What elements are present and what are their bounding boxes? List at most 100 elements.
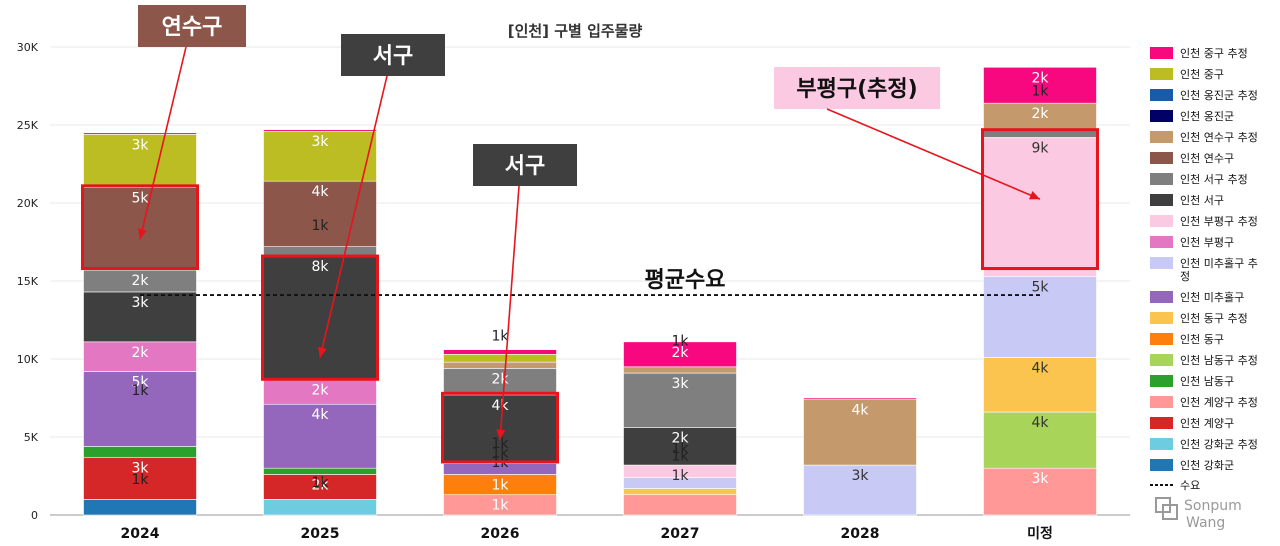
legend-demand-label: 수요 — [1180, 479, 1200, 492]
bar-segment — [983, 467, 1097, 516]
legend-label: 인천 중구 추정 — [1180, 46, 1248, 60]
legend-label: 인천 계양구 — [1180, 416, 1234, 430]
legend-swatch — [1150, 354, 1173, 366]
legend-swatch — [1150, 417, 1173, 429]
segment-label: 2k — [311, 477, 329, 493]
callout-box — [473, 144, 577, 186]
bar-segment — [803, 399, 917, 466]
segment-label: 1k — [491, 329, 509, 345]
legend-label: 인천 옹진군 — [1180, 109, 1234, 123]
callout-label: 서구 — [505, 154, 545, 179]
highlight-box — [261, 254, 379, 381]
bar-segment — [443, 361, 557, 369]
bar-segment — [83, 456, 197, 500]
callout-label: 부평구(추정) — [796, 77, 917, 102]
callout-box — [774, 67, 940, 109]
chart-title: [인천] 구별 입주물량 — [508, 22, 643, 40]
bar-segment — [83, 371, 197, 447]
segment-label: 4k — [851, 403, 869, 419]
y-tick-label: 30K — [17, 41, 39, 54]
bar-segment — [263, 378, 377, 405]
average-demand-line: 평균수요 — [140, 268, 1040, 296]
segment-label: 1k — [671, 333, 689, 349]
segment-label: 4k — [311, 184, 329, 200]
segment-label: 2k — [311, 382, 329, 398]
callout-arrowhead — [317, 346, 327, 358]
segment-label: 4k — [491, 398, 509, 414]
segment-label: 4k — [1031, 360, 1049, 376]
segment-label: 3k — [131, 460, 149, 476]
legend-label: 인천 서구 — [1180, 193, 1224, 207]
segment-label: 2k — [131, 273, 149, 289]
segment-label: 1k — [311, 475, 329, 491]
y-gridlines — [50, 46, 1130, 516]
segment-label: 2k — [671, 345, 689, 361]
segment-label: 1k — [671, 441, 689, 457]
legend-label: 인천 남동구 — [1180, 374, 1234, 388]
bar-segment — [803, 464, 917, 516]
legend-label: 인천 중구 — [1180, 67, 1224, 81]
highlight-box — [441, 391, 559, 464]
bar-segment — [83, 446, 197, 458]
segment-label: 3k — [311, 134, 329, 150]
legend-label: 인천 미추홀구 — [1180, 290, 1244, 304]
bar-segment — [83, 132, 197, 135]
segment-label: 9k — [1031, 140, 1049, 156]
bar-segment — [263, 467, 377, 475]
segment-label: 5k — [131, 374, 149, 390]
segment-label: 3k — [1031, 471, 1049, 487]
segment-label: 2k — [1031, 106, 1049, 122]
legend-swatch — [1150, 333, 1173, 345]
legend-swatch — [1150, 236, 1173, 248]
legend-label: 인천 동구 — [1180, 332, 1224, 346]
x-tick-label: 2024 — [121, 526, 160, 542]
segment-labels: 3k5k2k3k2k5k3k2k4k2k8k4k3k1k1k4k2k1k2k3k… — [131, 70, 1049, 513]
callout-label: 연수구 — [162, 15, 223, 40]
callout-box — [341, 34, 445, 76]
segment-label: 1k — [311, 218, 329, 234]
legend-label: 인천 강화군 추정 — [1180, 437, 1258, 451]
segment-label: 5k — [1031, 279, 1049, 295]
bar-segment — [263, 255, 377, 380]
bar-segment — [263, 129, 377, 132]
segment-label: 1k — [491, 436, 509, 452]
bar-segment — [623, 341, 737, 368]
bar-segment — [983, 357, 1097, 413]
bar-segment — [83, 499, 197, 516]
segment-label: 5k — [131, 190, 149, 206]
legend-swatch — [1150, 375, 1173, 387]
bar-segment — [83, 291, 197, 343]
watermark: Sonpum Wang — [1155, 497, 1242, 531]
legend-swatch — [1150, 257, 1173, 269]
bar-segment — [443, 354, 557, 363]
legend-label: 인천 계양구 추정 — [1180, 395, 1258, 409]
callout-arrowhead — [137, 228, 147, 240]
legend-swatch — [1150, 194, 1173, 206]
callout-box — [138, 5, 246, 47]
segment-label: 4k — [311, 407, 329, 423]
callout-arrowhead — [496, 429, 506, 440]
legend-swatch — [1150, 459, 1173, 471]
segment-label: 2k — [671, 431, 689, 447]
bars — [83, 66, 1097, 516]
bar-segment — [803, 397, 917, 400]
legend-swatch — [1150, 68, 1173, 80]
highlight-box — [81, 184, 199, 271]
bar-segment — [83, 341, 197, 372]
segment-label: 1k — [671, 468, 689, 484]
legend-swatch — [1150, 152, 1173, 164]
highlight-box — [981, 128, 1099, 271]
callout-arrow — [826, 108, 1041, 200]
legend-label: 인천 서구 추정 — [1180, 172, 1248, 186]
bar-segment — [983, 66, 1097, 104]
bar-segment — [263, 403, 377, 469]
watermark-text-1: Sonpum — [1184, 498, 1242, 514]
callout-label: 서구 — [373, 44, 413, 69]
legend-label: 인천 강화군 — [1180, 458, 1234, 472]
segment-label: 1k — [131, 383, 149, 399]
legend-swatch — [1150, 438, 1173, 450]
legend-label: 인천 부평구 — [1180, 235, 1234, 249]
